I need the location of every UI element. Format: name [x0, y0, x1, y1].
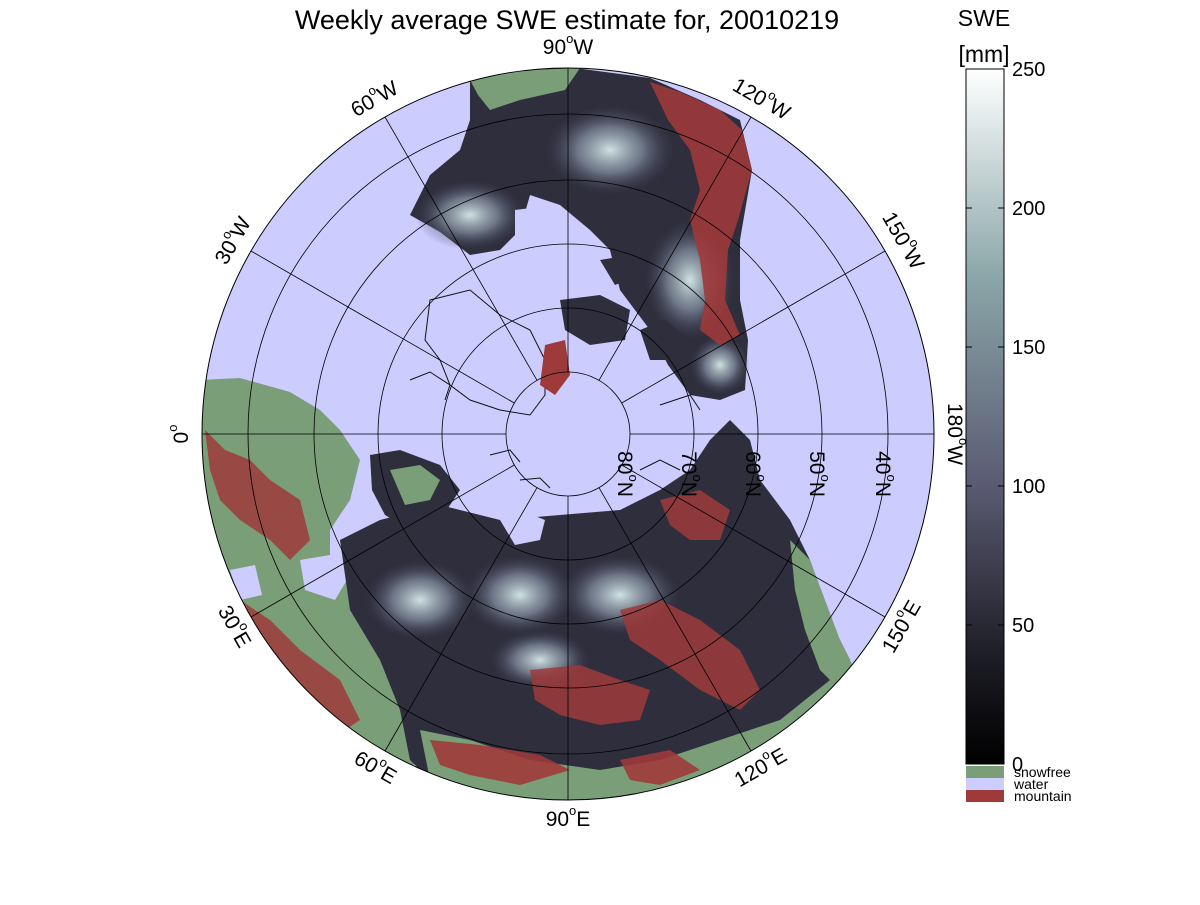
legend-label-water: water [1013, 776, 1049, 792]
longitude-label: 150oE [874, 594, 926, 656]
colorbar-tick-label: 250 [1012, 59, 1045, 81]
latitude-label: 80oN [613, 451, 640, 497]
latitude-label: 70oN [677, 451, 704, 497]
latitude-label: 50oN [805, 451, 832, 497]
meridian-line [384, 116, 538, 381]
latitude-labels: 80oN 70oN 60oN 50oN 40oN [613, 451, 898, 497]
arctic-coastlines [409, 371, 701, 489]
graticule [202, 68, 934, 800]
meridian-line [598, 487, 752, 752]
map-border [201, 67, 935, 801]
meridian-line [250, 250, 515, 404]
meridian-line [621, 250, 886, 404]
colorbar-unit: [mm] [958, 41, 1009, 67]
latitude-label: 60oN [741, 451, 768, 497]
colorbar-tick-label: 50 [1012, 615, 1034, 637]
longitude-label: 90oW [543, 31, 594, 58]
meridian-line [598, 116, 752, 381]
colorbar-title: SWE [958, 5, 1010, 31]
meridian-line [384, 487, 538, 752]
meridian-line [250, 464, 515, 618]
legend-label-mountain: mountain [1014, 788, 1072, 804]
latitude-label: 40oN [871, 451, 898, 497]
colorbar-tick-label: 0 [1012, 754, 1023, 776]
north-america-landmass [410, 68, 752, 400]
legend-swatch-mountain [966, 790, 1004, 802]
legend-swatch-snowfree [966, 766, 1004, 778]
colorbar-tick-label: 150 [1012, 337, 1045, 359]
colorbar-tick-label: 200 [1012, 198, 1045, 220]
legend-label-snowfree: snowfree [1014, 764, 1071, 780]
map-title: Weekly average SWE estimate for, 2001021… [295, 5, 839, 35]
legend-swatch-water [966, 778, 1004, 790]
polar-map [201, 67, 935, 801]
arctic-archipelago [560, 255, 690, 360]
colorbar-tick-label: 100 [1012, 476, 1045, 498]
longitude-label: 180oW [943, 403, 970, 465]
colorbar-gradient [965, 68, 1005, 765]
meridian-line [621, 464, 886, 618]
colorbar: SWE [mm] 0 50 100 150 200 250 snowfreewatermo… [958, 5, 1072, 804]
longitude-label: 0o [165, 425, 192, 444]
longitude-label: 90oE [546, 803, 591, 830]
